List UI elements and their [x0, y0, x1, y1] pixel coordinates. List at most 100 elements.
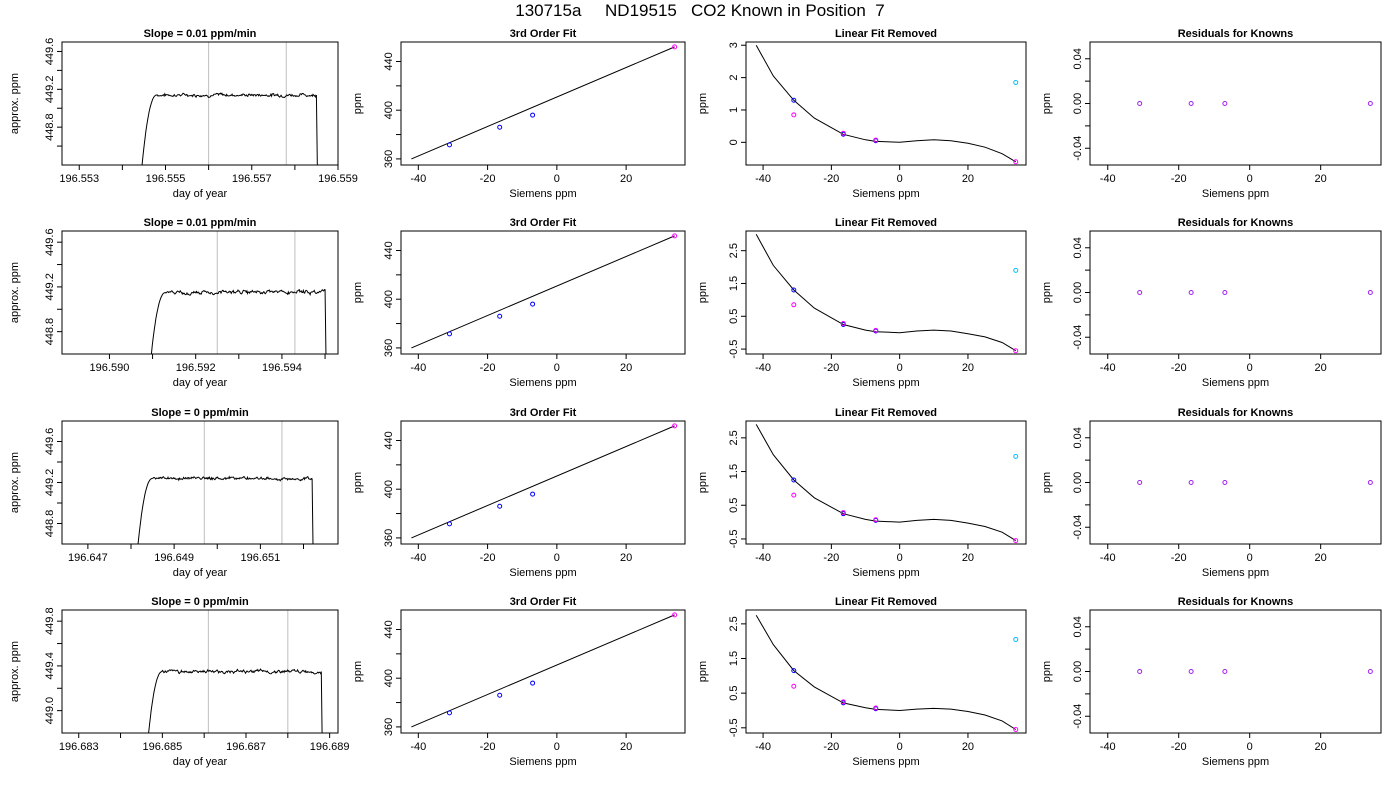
concentration-trace: [141, 92, 318, 165]
data-point: [873, 705, 879, 711]
y-axis-label: ppm: [352, 472, 364, 493]
x-axis-label: Siemens ppm: [1202, 567, 1269, 579]
y-tick-label: 440: [383, 241, 395, 259]
row4-lin-panel: Linear Fit Removed -40 -20 0 20 -0.5 0.5 1.5 2.5…: [697, 596, 1027, 768]
data-point: [1188, 101, 1194, 106]
x-tick-label: 20: [620, 741, 632, 753]
y-tick-label: 0.04: [1072, 48, 1084, 69]
plot-frame: [61, 609, 339, 734]
x-tick-label: -40: [755, 552, 771, 564]
data-point: [1367, 480, 1373, 485]
y-axis-label: approx. ppm: [9, 73, 21, 134]
plot-frame: [1089, 230, 1382, 355]
panel-title: Linear Fit Removed: [835, 596, 937, 608]
x-tick-label: 0: [1247, 362, 1253, 374]
data-point: [530, 112, 536, 118]
data-point: [1222, 480, 1228, 485]
x-tick-label: 20: [962, 173, 974, 185]
panel-title: 3rd Order Fit: [510, 596, 577, 608]
data-point: [1188, 290, 1194, 295]
y-tick-label: 449.2: [44, 76, 56, 104]
y-tick-label: 2.5: [728, 616, 740, 631]
y-axis-label: ppm: [697, 93, 709, 114]
cubic-curve: [755, 44, 1017, 163]
y-tick-label: 1.5: [728, 651, 740, 666]
y-tick-label: 0.00: [1072, 282, 1084, 303]
y-tick-label: 449.2: [44, 273, 56, 301]
y-tick-label: -0.5: [728, 529, 740, 548]
y-tick-label: -0.5: [728, 718, 740, 737]
x-axis-label: Siemens ppm: [852, 756, 919, 768]
data-point: [497, 692, 503, 698]
y-tick-label: 448.8: [44, 510, 56, 538]
y-tick-label: 400: [383, 480, 395, 498]
x-tick-label: 196.555: [146, 173, 186, 185]
row1-trace-panel: Slope = 0.01 ppm/min 196.553 196.555 196.55…: [9, 28, 358, 200]
data-point: [1013, 727, 1019, 733]
data-point: [791, 492, 797, 498]
x-tick-label: -40: [410, 173, 426, 185]
data-point: [1137, 669, 1143, 674]
x-tick-label: 20: [620, 173, 632, 185]
y-tick-label: 0.5: [728, 309, 740, 324]
data-point: [497, 503, 503, 509]
data-point: [1137, 101, 1143, 106]
y-tick-label: 0.04: [1072, 616, 1084, 637]
data-point: [446, 331, 452, 337]
data-point: [791, 97, 797, 103]
x-tick-label: -20: [823, 741, 839, 753]
y-axis-label: approx. ppm: [9, 262, 21, 323]
y-tick-label: -0.04: [1072, 515, 1084, 540]
y-axis-label: ppm: [1041, 472, 1053, 493]
y-axis-label: approx. ppm: [9, 452, 21, 513]
x-tick-label: -20: [480, 362, 496, 374]
data-point: [1367, 669, 1373, 674]
y-tick-label: 1: [728, 107, 740, 113]
y-tick-label: 0.5: [728, 498, 740, 513]
x-axis-label: day of year: [173, 188, 228, 200]
row4-res-panel: Residuals for Knowns -40 -20 0 20 -0.04 0.00 0.…: [1041, 596, 1382, 768]
x-tick-label: -40: [1100, 362, 1116, 374]
data-point: [1188, 669, 1194, 674]
row1-fit-panel: 3rd Order Fit -40 -20 0 20 360 400 440 Siemens p…: [352, 28, 686, 200]
x-tick-label: -20: [1171, 173, 1187, 185]
data-point: [446, 710, 452, 716]
x-axis-label: Siemens ppm: [852, 188, 919, 200]
y-tick-label: 360: [383, 150, 395, 168]
x-tick-label: 196.647: [68, 552, 108, 564]
panel-title: Linear Fit Removed: [835, 217, 937, 229]
x-axis-label: Siemens ppm: [852, 567, 919, 579]
data-point: [873, 327, 879, 333]
x-tick-label: 196.683: [59, 741, 99, 753]
cubic-curve: [755, 424, 1017, 542]
y-tick-label: 0.00: [1072, 93, 1084, 114]
x-axis-label: Siemens ppm: [1202, 756, 1269, 768]
plot-frame: [745, 420, 1027, 545]
plot-frame: [745, 230, 1027, 355]
y-tick-label: 360: [383, 529, 395, 547]
plot-frame: [400, 420, 686, 545]
x-tick-label: -40: [755, 173, 771, 185]
y-tick-label: 360: [383, 339, 395, 357]
panel-title: Linear Fit Removed: [835, 28, 937, 40]
data-point: [1013, 159, 1019, 165]
data-point: [1137, 290, 1143, 295]
panel-title: Slope = 0.01 ppm/min: [144, 28, 257, 40]
data-point: [840, 320, 846, 326]
y-tick-label: 400: [383, 290, 395, 308]
y-axis-label: ppm: [1041, 93, 1053, 114]
x-tick-label: -20: [480, 552, 496, 564]
x-tick-label: 0: [1247, 173, 1253, 185]
panel-title: Slope = 0 ppm/min: [151, 596, 249, 608]
y-tick-label: 449.4: [44, 652, 56, 680]
data-point: [530, 491, 536, 497]
data-point: [791, 683, 797, 689]
y-tick-label: -0.04: [1072, 325, 1084, 350]
cubic-curve: [755, 234, 1017, 352]
row2-lin-panel: Linear Fit Removed -40 -20 0 20 -0.5 0.5 1.5 2.5…: [697, 217, 1027, 389]
data-point: [873, 137, 879, 143]
x-tick-label: -20: [1171, 362, 1187, 374]
x-tick-label: -20: [823, 173, 839, 185]
concentration-trace: [150, 288, 327, 354]
